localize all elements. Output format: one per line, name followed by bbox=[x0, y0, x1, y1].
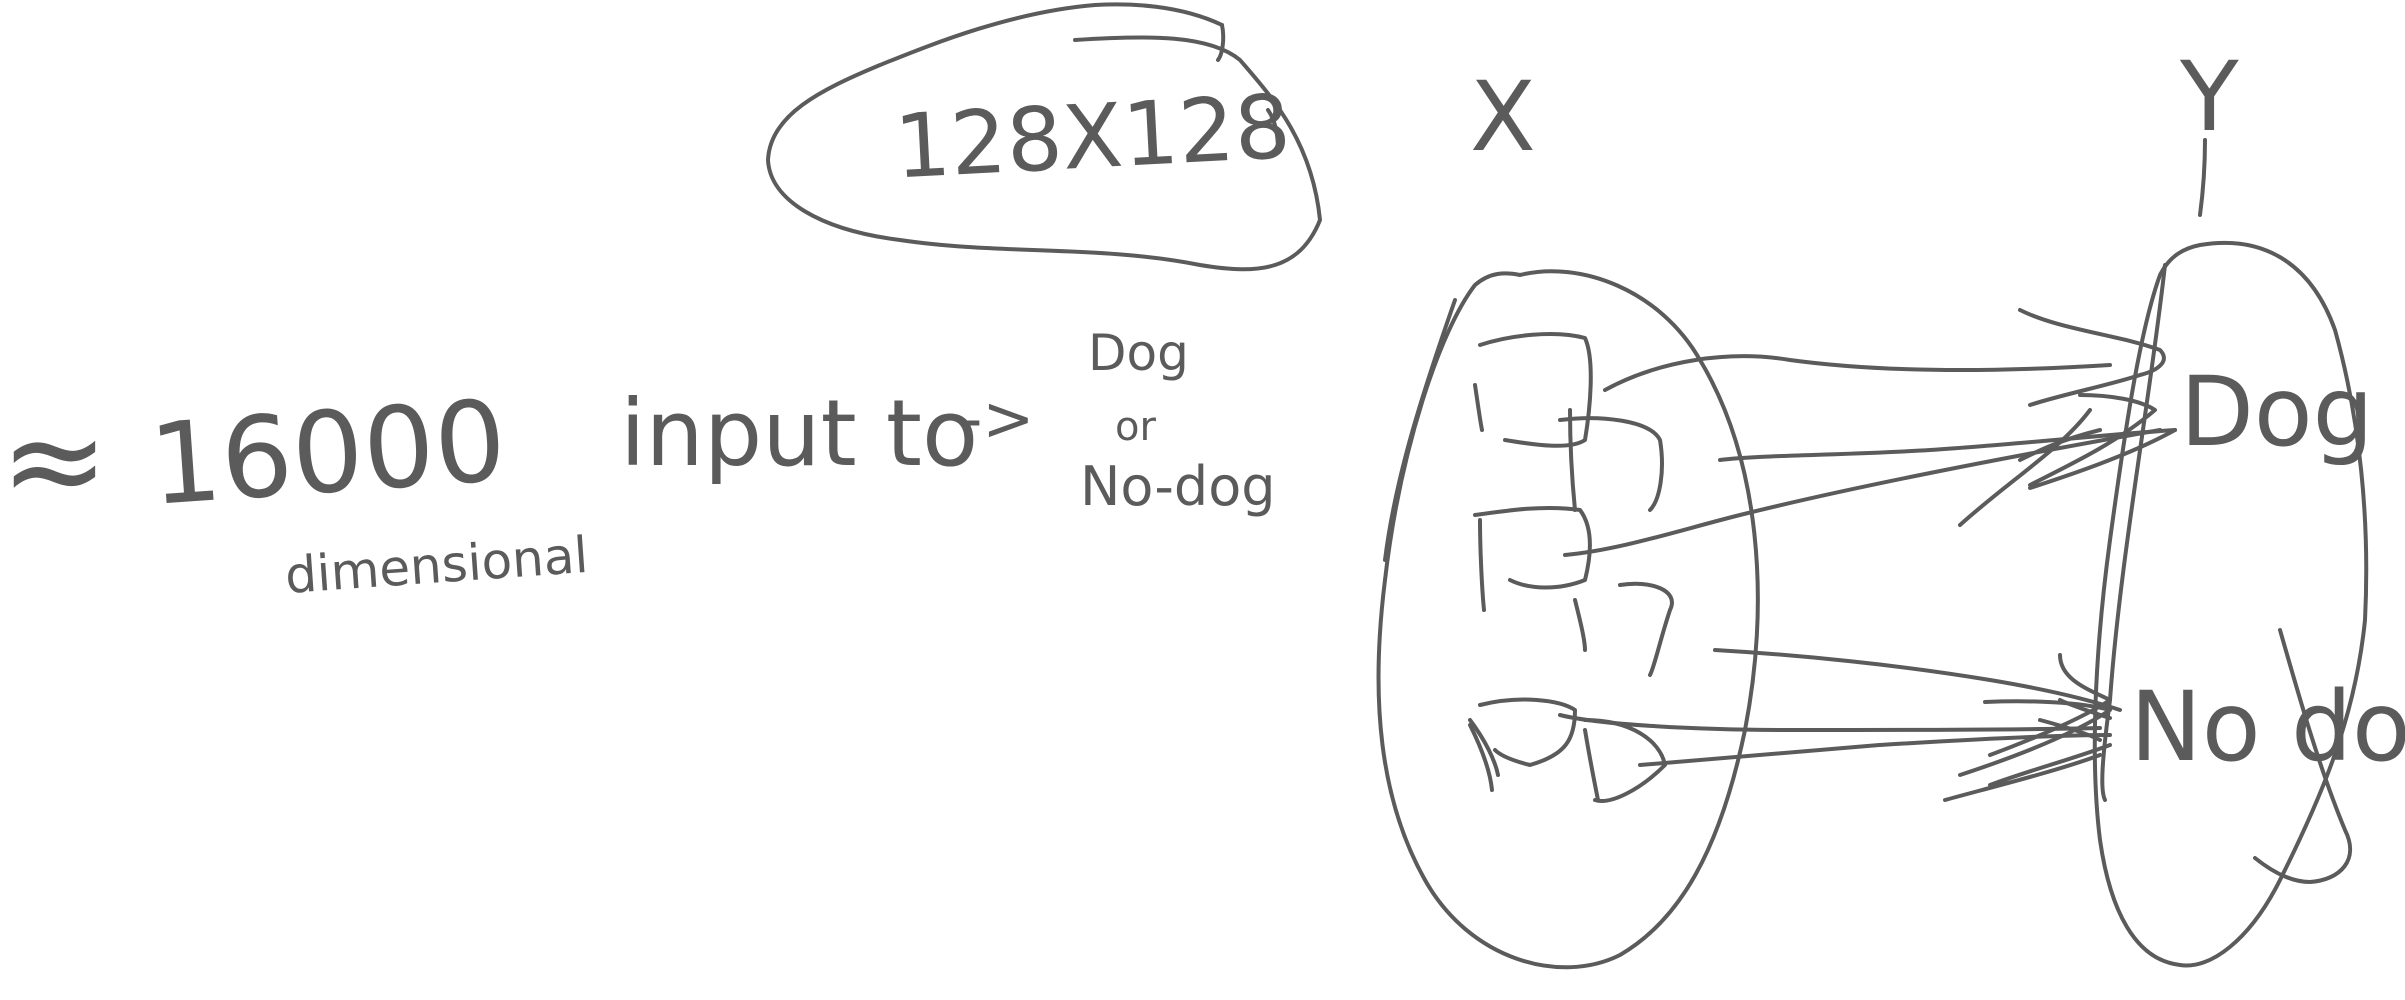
set-y-stroke bbox=[2100, 263, 2167, 802]
set-y-ellipse bbox=[2092, 240, 2369, 968]
dimension-count: 16000 bbox=[146, 376, 510, 531]
x-image-1 bbox=[1478, 332, 1593, 448]
arrow-symbol: -> bbox=[960, 382, 1034, 455]
arrow-x6-to-nodog-head bbox=[1943, 743, 2112, 802]
arrow-x2-to-dog-head bbox=[2028, 393, 2177, 490]
set-x-ellipse bbox=[1376, 269, 1760, 970]
x-image-2 bbox=[1473, 505, 1592, 590]
image-size-label: 128X128 bbox=[892, 75, 1293, 199]
arrow-x5-to-nodog-head bbox=[1958, 699, 2112, 777]
class-or-label: or bbox=[1115, 404, 1156, 450]
x-image-4-legs bbox=[1468, 718, 1600, 802]
arrow-x1-to-dog bbox=[1603, 354, 2112, 392]
dimension-word: dimensional bbox=[283, 526, 590, 605]
image-size-bubble bbox=[766, 2, 1322, 272]
class-dog-label: Dog bbox=[1088, 324, 1189, 382]
arrow-x4-to-nodog bbox=[1713, 648, 2122, 712]
y-dog-label: Dog bbox=[2180, 356, 2374, 468]
class-nodog-label: No-dog bbox=[1080, 455, 1276, 518]
set-y-label: Y bbox=[2179, 41, 2239, 153]
set-y-stem bbox=[2198, 138, 2207, 217]
x-image-4 bbox=[1478, 697, 1577, 767]
x-image-3 bbox=[1573, 581, 1674, 677]
y-nodog-label: No dog bbox=[2130, 671, 2405, 783]
x-image-4-detail bbox=[1468, 718, 1667, 803]
bubble-tail bbox=[1216, 23, 1226, 62]
arrow-x2-to-dog bbox=[1718, 428, 2177, 462]
set-x-label: X bbox=[1470, 61, 1536, 173]
x-image-2-detail bbox=[1478, 416, 1664, 612]
arrow-x5-to-nodog bbox=[1558, 713, 2102, 732]
set-x-stroke bbox=[1383, 298, 1457, 562]
y-nodog-tail bbox=[2253, 628, 2352, 884]
arrow-x3-to-dog-head bbox=[1958, 408, 2102, 527]
set-y-label-stroke bbox=[1266, 108, 1280, 152]
input-to-text: input to bbox=[620, 380, 978, 487]
approx-symbol: ≈ bbox=[0, 384, 109, 536]
arrow-x6-to-nodog bbox=[1638, 733, 2112, 767]
arrow-x1-to-dog-head bbox=[2018, 308, 2166, 407]
arrow-x3-to-dog bbox=[1563, 428, 2162, 557]
